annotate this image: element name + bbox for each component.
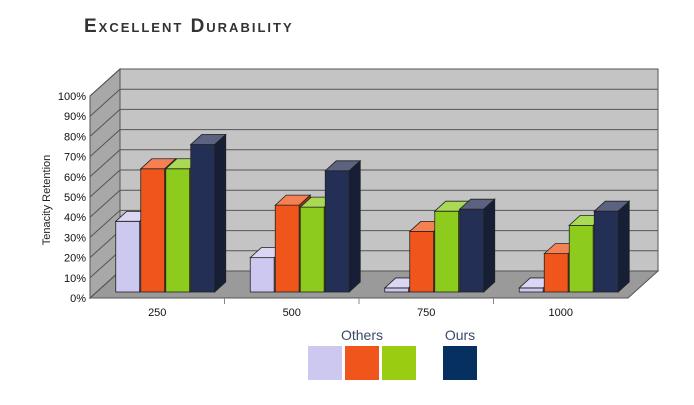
gridline (89, 169, 658, 198)
gridline (89, 88, 658, 117)
bar (324, 159, 362, 293)
y-tick-label: 100% (58, 91, 86, 103)
x-tick-label: 500 (283, 307, 301, 319)
bar (593, 200, 631, 293)
legend-swatch (308, 346, 342, 380)
y-tick-label: 50% (64, 192, 86, 204)
x-tick-label: 1000 (549, 307, 573, 319)
legend-swatch (382, 346, 416, 380)
bar (249, 246, 287, 293)
y-tick-label: 90% (64, 111, 86, 123)
gridline (89, 189, 658, 218)
gridline (89, 129, 658, 157)
y-axis-label: Tenacity Retention (41, 155, 53, 246)
y-tick-label: 70% (64, 152, 86, 164)
y-tick-label: 20% (64, 253, 86, 265)
gridline (89, 149, 658, 178)
y-axis-ticks: 0% 10% 20% 30% 40% 50% 60% 70% 80% 90% 100% (58, 91, 86, 305)
gridline (89, 68, 658, 97)
legend-swatch (345, 346, 379, 380)
chart-title: Excellent Durability (84, 16, 294, 37)
bars (114, 133, 631, 293)
y-tick-label: 60% (64, 172, 86, 184)
x-tick-label: 250 (148, 307, 166, 319)
legend-label-others: Others (341, 327, 383, 343)
x-axis-ticks: 250 500 750 1000 (148, 298, 573, 319)
x-tick-label: 750 (417, 307, 435, 319)
y-tick-label: 10% (64, 273, 86, 285)
y-tick-label: 80% (64, 131, 86, 143)
y-tick-label: 0% (70, 293, 86, 305)
y-tick-label: 40% (64, 212, 86, 224)
bar (458, 198, 496, 293)
legend-swatch (443, 346, 477, 380)
legend-label-ours: Ours (445, 327, 475, 343)
legend: Others Ours (308, 327, 477, 380)
bar (189, 133, 227, 293)
y-tick-label: 30% (64, 232, 86, 244)
gridline (89, 108, 658, 137)
